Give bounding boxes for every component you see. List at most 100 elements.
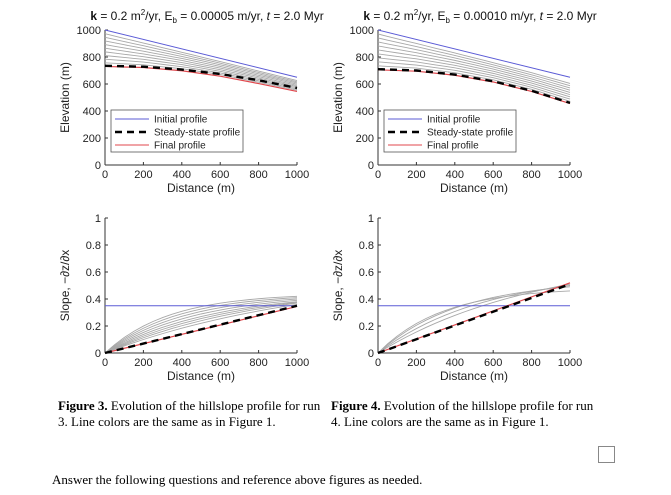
chart1-intermediate-line [104, 47, 298, 86]
chart2-ylabel: Elevation (m) [331, 62, 345, 133]
chart4-ytick-label: 0.8 [359, 240, 374, 252]
chart1-title: k = 0.2 m2/yr, Eb = 0.00005 m/yr, t = 2.… [90, 8, 323, 25]
chart1-intermediate-line [104, 40, 298, 84]
chart3-ytick-label: 1 [95, 213, 101, 225]
chart4-intermediate-line [377, 283, 571, 354]
chart1-xtick-label: 200 [134, 169, 152, 181]
chart2-ytick-label: 200 [356, 133, 374, 145]
chart4-xtick-label: 0 [375, 357, 381, 369]
chart2-final-line [377, 69, 571, 105]
chart2-ytick-label: 600 [356, 79, 374, 91]
chart3-xtick-label: 600 [211, 357, 229, 369]
chart2-ytick-label: 0 [368, 160, 374, 172]
chart2-intermediate-line [377, 65, 571, 102]
chart3-xtick-label: 0 [102, 357, 108, 369]
chart1-xlabel: Distance (m) [167, 181, 235, 195]
chart1-ytick-label: 1000 [77, 25, 101, 37]
chart4-intermediate-line [377, 285, 571, 354]
chart2-intermediate-line [377, 57, 571, 98]
chart4-ytick-label: 1 [368, 213, 374, 225]
chart2-xtick-label: 1000 [558, 169, 582, 181]
figure-3-caption: Figure 3. Evolution of the hillslope pro… [58, 398, 321, 429]
chart2-intermediate-line [377, 49, 571, 93]
chart4-xtick-label: 400 [446, 357, 464, 369]
chart1-initial-line [104, 29, 298, 78]
chart1-steady-line [104, 64, 298, 90]
chart4-steady-line [377, 283, 571, 355]
chart1-ytick-label: 600 [83, 79, 101, 91]
chart2-intermediate-line [377, 45, 571, 91]
chart2-series-group [377, 29, 571, 105]
chart4-ytick-label: 0.6 [359, 267, 374, 279]
answer-checkbox[interactable] [598, 446, 615, 463]
chart3-ytick-label: 0.8 [86, 240, 101, 252]
chart3-xlabel: Distance (m) [167, 369, 235, 383]
chart4-xtick-label: 600 [484, 357, 502, 369]
chart3-intermediate-line [104, 295, 298, 354]
chart2-ytick-label: 400 [356, 106, 374, 118]
question-text: Answer the following questions and refer… [52, 472, 423, 487]
chart2-intermediate-line [377, 53, 571, 96]
chart2-intermediate-line [377, 33, 571, 84]
chart3-intermediate-line [104, 303, 298, 354]
chart2-legend-label: Final profile [427, 141, 479, 152]
chart3-intermediate-line [104, 299, 298, 354]
chart2-ytick-label: 800 [356, 52, 374, 64]
chart2-xtick-label: 400 [446, 169, 464, 181]
chart1-xtick-label: 0 [102, 169, 108, 181]
chart1-xtick-label: 1000 [285, 169, 309, 181]
chart4-xlabel: Distance (m) [440, 369, 508, 383]
chart2-xtick-label: 0 [375, 169, 381, 181]
chart4-series-group [377, 282, 571, 355]
chart2-legend-label: Steady-state profile [427, 128, 514, 139]
chart2-intermediate-line [377, 61, 571, 100]
chart4-xtick-label: 1000 [558, 357, 582, 369]
chart4-ytick-label: 0.4 [359, 294, 374, 306]
chart1-intermediate-line [104, 51, 298, 88]
chart1-xtick-label: 600 [211, 169, 229, 181]
chart3-series-group [104, 295, 298, 355]
chart4-ylabel: Slope, −∂z/∂x [331, 250, 345, 322]
chart4-ytick-label: 0.2 [359, 321, 374, 333]
chart1-ylabel: Elevation (m) [58, 62, 72, 133]
chart3-xtick-label: 200 [134, 357, 152, 369]
chart2-xtick-label: 200 [407, 169, 425, 181]
chart2-xlabel: Distance (m) [440, 181, 508, 195]
figure-4-caption: Figure 4. Evolution of the hillslope pro… [331, 398, 594, 429]
chart3-xtick-label: 800 [249, 357, 267, 369]
chart1-ytick-label: 0 [95, 160, 101, 172]
chart3-intermediate-line [104, 302, 298, 354]
chart4-ytick-label: 0 [368, 348, 374, 360]
chart3-ytick-label: 0.4 [86, 294, 101, 306]
chart2-steady-line [377, 67, 571, 105]
chart4-xtick-label: 800 [522, 357, 540, 369]
chart1-xtick-label: 800 [249, 169, 267, 181]
chart2-intermediate-line [377, 37, 571, 87]
chart2-xtick-label: 600 [484, 169, 502, 181]
chart3-ytick-label: 0.6 [86, 267, 101, 279]
chart1-legend-label: Final profile [154, 141, 206, 152]
chart3-intermediate-line [104, 301, 298, 354]
chart1-intermediate-line [104, 33, 298, 82]
chart1-intermediate-line [104, 36, 298, 83]
chart1-ytick-label: 200 [83, 133, 101, 145]
chart1-ytick-label: 400 [83, 106, 101, 118]
chart2-title: k = 0.2 m2/yr, Eb = 0.00010 m/yr, t = 2.… [363, 8, 596, 25]
chart1-series-group [104, 29, 298, 93]
chart3-intermediate-line [104, 298, 298, 354]
chart2-initial-line [377, 29, 571, 78]
chart3-ylabel: Slope, −∂z/∂x [58, 250, 72, 322]
chart2-ytick-label: 1000 [350, 25, 374, 37]
chart2-intermediate-line [377, 41, 571, 89]
chart4-xtick-label: 200 [407, 357, 425, 369]
chart3-ytick-label: 0 [95, 348, 101, 360]
chart1-xtick-label: 400 [173, 169, 191, 181]
chart3-intermediate-line [104, 297, 298, 354]
chart1-intermediate-line [104, 44, 298, 85]
chart1-final-line [104, 65, 298, 93]
chart3-xtick-label: 1000 [285, 357, 309, 369]
chart3-ytick-label: 0.2 [86, 321, 101, 333]
chart2-legend-label: Initial profile [427, 115, 481, 126]
chart1-legend-label: Initial profile [154, 115, 208, 126]
